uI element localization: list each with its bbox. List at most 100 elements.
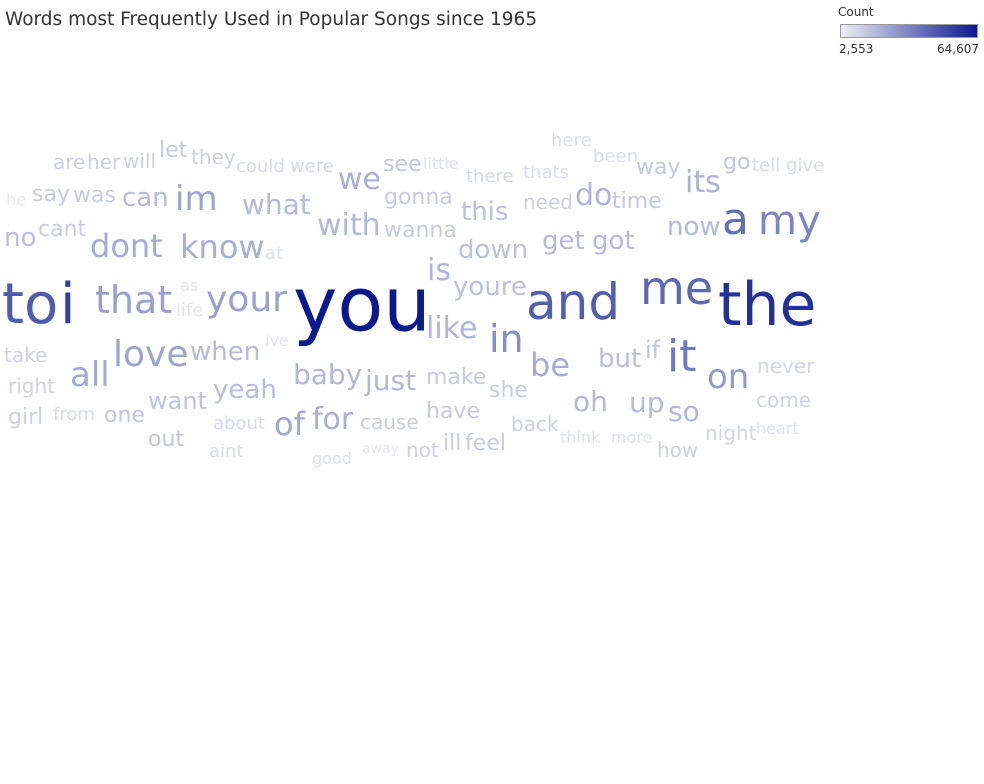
word-its: its — [685, 165, 721, 200]
word-time: time — [612, 189, 662, 214]
word-there: there — [466, 166, 514, 187]
word-here: here — [551, 130, 592, 151]
word-go: go — [723, 150, 751, 175]
word-how: how — [657, 438, 699, 462]
word-and: and — [526, 273, 621, 331]
word-be: be — [530, 346, 570, 384]
word-think: think — [560, 428, 601, 447]
word-night: night — [705, 421, 757, 445]
word-if: if — [645, 336, 661, 364]
word-can: can — [122, 183, 169, 213]
legend-min-label: 2,553 — [839, 42, 874, 56]
word-at: at — [265, 243, 284, 264]
word-little: little — [423, 154, 459, 173]
word-make: make — [426, 365, 487, 390]
legend-title: Count — [838, 5, 874, 19]
word-like: like — [426, 311, 478, 346]
word-in: in — [489, 317, 524, 361]
word-do: do — [575, 178, 613, 213]
word-of: of — [274, 405, 305, 443]
word-a: a — [722, 194, 749, 245]
word-got: got — [592, 226, 635, 256]
word-was: was — [73, 183, 116, 208]
word-your: your — [206, 279, 287, 320]
word-girl: girl — [8, 405, 44, 430]
word-she: she — [489, 378, 528, 403]
word-heart: heart — [756, 419, 799, 438]
word-right: right — [8, 374, 55, 398]
word-ive: ive — [265, 331, 289, 350]
word-about: about — [213, 413, 265, 434]
word-my: my — [758, 198, 821, 244]
word-cant: cant — [38, 217, 87, 242]
word-it: it — [667, 331, 697, 382]
word-the: the — [718, 270, 817, 340]
word-see: see — [383, 152, 422, 177]
word-when: when — [190, 337, 261, 367]
word-give: give — [786, 155, 825, 176]
word-gonna: gonna — [384, 185, 453, 210]
word-from: from — [53, 404, 95, 425]
word-this: this — [461, 197, 509, 227]
word-me: me — [640, 261, 714, 315]
word-could: could — [236, 156, 285, 177]
word-that: that — [95, 278, 173, 322]
legend-gradient-bar — [840, 24, 978, 38]
word-take: take — [4, 343, 48, 367]
word-love: love — [113, 334, 189, 375]
word-to: to — [2, 272, 59, 337]
word-get: get — [542, 226, 585, 256]
word-not: not — [406, 438, 439, 462]
word-i: i — [60, 272, 76, 337]
word-cause: cause — [360, 410, 419, 434]
word-need: need — [523, 190, 573, 214]
word-will: will — [123, 149, 157, 173]
word-youre: youre — [453, 272, 527, 302]
word-but: but — [598, 344, 642, 374]
word-way: way — [636, 155, 681, 180]
word-you: you — [293, 260, 431, 349]
word-have: have — [426, 399, 480, 424]
word-for: for — [312, 402, 354, 437]
word-now: now — [667, 212, 721, 242]
word-so: so — [668, 395, 700, 428]
word-come: come — [756, 388, 812, 412]
word-dont: dont — [90, 227, 163, 265]
word-her: her — [87, 150, 121, 174]
word-no: no — [4, 223, 37, 253]
word-want: want — [148, 387, 207, 415]
legend-max-label: 64,607 — [937, 42, 979, 56]
chart-title: Words most Frequently Used in Popular So… — [5, 9, 538, 30]
word-just: just — [365, 364, 417, 397]
word-more: more — [611, 428, 653, 447]
word-were: were — [290, 156, 334, 177]
word-one: one — [104, 403, 145, 428]
word-let: let — [159, 138, 188, 163]
word-yeah: yeah — [213, 375, 277, 405]
word-away: away — [362, 441, 399, 457]
word-on: on — [707, 357, 750, 397]
word-oh: oh — [573, 385, 608, 418]
word-im: im — [175, 179, 218, 219]
word-say: say — [32, 182, 70, 207]
word-up: up — [629, 386, 665, 419]
word-we: we — [338, 162, 381, 197]
word-aint: aint — [209, 441, 244, 462]
word-what: what — [242, 188, 311, 221]
word-they: they — [191, 145, 236, 169]
word-down: down — [458, 235, 529, 265]
word-is: is — [427, 253, 451, 288]
word-never: never — [757, 354, 815, 378]
color-legend: Count 2,553 64,607 — [838, 4, 982, 60]
word-with: with — [317, 208, 381, 243]
word-been: been — [593, 146, 638, 167]
word-he: he — [6, 190, 26, 209]
word-as: as — [180, 276, 199, 295]
word-out: out — [148, 427, 185, 452]
word-are: are — [53, 150, 86, 174]
word-life: life — [176, 300, 204, 321]
word-know: know — [180, 228, 265, 266]
word-all: all — [70, 355, 110, 395]
word-baby: baby — [293, 358, 363, 391]
